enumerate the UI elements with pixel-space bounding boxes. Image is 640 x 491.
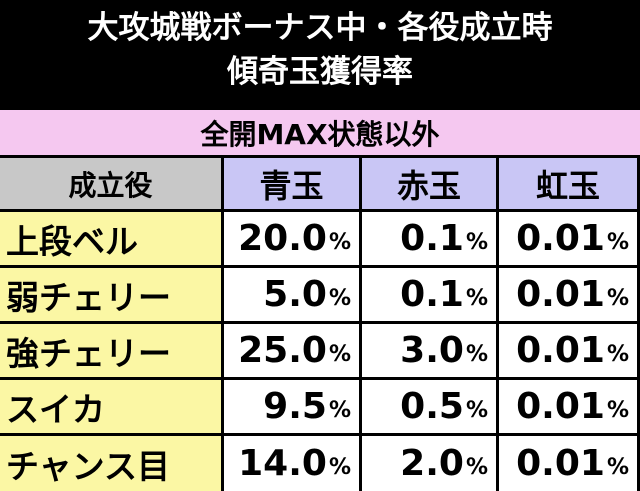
value-cell: 3.0% <box>362 324 496 377</box>
value-cell: 0.5% <box>362 380 496 433</box>
value-cell: 0.01% <box>499 268 637 321</box>
value-cell: 20.0% <box>224 212 359 265</box>
value-cell: 9.5% <box>224 380 359 433</box>
column-header: 成立役 <box>0 158 221 209</box>
value-cell: 25.0% <box>224 324 359 377</box>
column-header: 虹玉 <box>499 158 637 209</box>
row-label: 強チェリー <box>0 324 221 377</box>
table-caption: 全開MAX状態以外 <box>0 110 640 155</box>
value-cell: 0.01% <box>499 212 637 265</box>
value-cell: 0.01% <box>499 380 637 433</box>
title-line: 傾奇玉獲得率 <box>227 54 413 90</box>
row-label: スイカ <box>0 380 221 433</box>
value-cell: 0.1% <box>362 268 496 321</box>
row-label: 弱チェリー <box>0 268 221 321</box>
column-header: 赤玉 <box>362 158 496 209</box>
row-label: 上段ベル <box>0 212 221 265</box>
value-cell: 0.1% <box>362 212 496 265</box>
value-cell: 2.0% <box>362 436 496 491</box>
title-line: 大攻城戦ボーナス中・各役成立時 <box>87 10 553 46</box>
value-cell: 5.0% <box>224 268 359 321</box>
value-cell: 14.0% <box>224 436 359 491</box>
value-cell: 0.01% <box>499 436 637 491</box>
row-label: チャンス目 <box>0 436 221 491</box>
value-cell: 0.01% <box>499 324 637 377</box>
column-header: 青玉 <box>224 158 359 209</box>
